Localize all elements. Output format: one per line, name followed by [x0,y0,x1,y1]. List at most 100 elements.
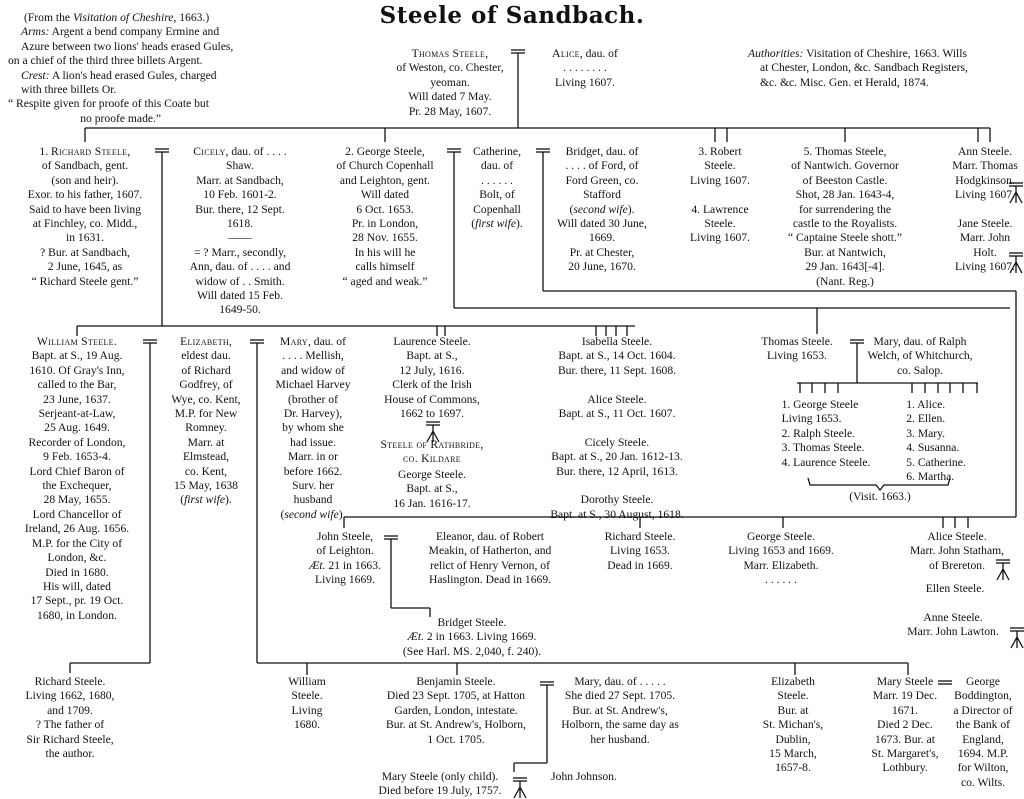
text-line: Bur. there, 12 April, 1613. [556,464,678,478]
text-line: Thomas Steele. [761,335,833,348]
text-segment: second wife [284,507,339,521]
text-line: Romney. [185,421,227,435]
text-segment: ). [225,493,232,507]
text-line: Living 1653. [781,412,842,426]
text-line: Ann, dau. of . . . . and [189,260,291,274]
text-line: 10 Feb. 1601-2. [203,188,277,202]
text-line: Richard Steele. [34,675,106,688]
text-line: Steele. [291,689,323,703]
marriage-symbol-icon [1010,627,1024,632]
marriage-symbol-icon [384,535,398,540]
text-segment: second wife [573,202,628,216]
text-line: co. Salop. [896,363,944,377]
text-line: Shot, 28 Jan. 1643-4, [795,188,895,202]
text-line: His will, dated [43,579,111,593]
text-line: Living 1653 and 1669. [728,544,834,558]
text-line: Will dated [360,188,410,202]
text-line: of Sandbach, gent. [41,159,129,173]
text-line: yeoman. [430,75,470,89]
text-line: Dead in 1669. [607,558,673,572]
text-line: had issue. [290,435,336,449]
text-line: on a chief of the third three billets Ar… [8,54,203,68]
text-line: Bur. there, 12 Sept. [195,202,285,216]
text-line: “ Captaine Steele shott.” [788,231,902,245]
text-segment: first wife [475,217,517,231]
marriage-symbol-icon [1009,252,1023,257]
text-line: Marr. at [187,435,225,449]
issue-symbol-icon [1009,256,1023,274]
text-line: Bur. at Nantwich, [804,245,886,259]
text-line: Crest: A lion's head erased Gules, charg… [8,69,233,83]
text-line: Æt. 21 in 1663. [309,559,381,573]
text-line: John Johnson. [551,770,617,783]
text-line: Living 1607. [955,188,1015,202]
marriage-symbol-icon [250,339,264,344]
text-line: House of Commons, [384,392,480,406]
text-line: M.P. for the City of [31,536,123,550]
text-line: Godfrey, of [179,378,233,392]
person-george-1653: George Steele. Living 1653 and 1669. Marr.… [728,530,834,588]
text-line: Died in 1680. [45,565,109,579]
text-segment: ( [180,493,185,507]
text-line: and 1709. [47,703,93,717]
text-line: 1671. [891,703,919,717]
text-segment: (From the [24,11,73,24]
text-line: Bur. at St. Andrew's, Holborn, [386,718,526,732]
text-segment: , [228,335,232,348]
text-line: 1. George Steele [781,398,859,411]
text-line: before 1662. [283,464,343,478]
text-line: “ aged and weak.” [342,274,428,288]
text-line: Mary, dau. of [275,335,350,349]
text-line: Mary, dau. of . . . . . [574,675,666,688]
text-line: Marr. John [959,231,1011,245]
text-line: called to the Bar, [37,378,117,392]
text-line: 4. Susanna. [906,441,960,455]
text-line: (From the Visitation of Cheshire, 1663.) [8,11,233,25]
page-title: Steele of Sandbach. [379,2,645,29]
text-segment: Æt. [407,630,425,644]
text-line: 6. Martha. [906,470,955,484]
text-line: Mary Steele [876,675,934,688]
marriage-symbol-icon [143,339,157,344]
text-line: Holborn, the same day as [561,718,679,732]
text-line: Anne Steele. [923,611,983,624]
text-line: Marr. in or [288,450,338,464]
text-line: Died 23 Sept. 1705, at Hatton [386,689,526,703]
text-line: St. Michan's, [762,718,824,732]
text-line: 23 June, 1637. [43,392,111,406]
text-line: 15 March, [769,747,817,761]
text-segment: Thomas Steele, [411,47,489,60]
text-line: Mary Steele (only child). [381,770,499,783]
text-line: In his will he [354,245,416,259]
text-line: “ Richard Steele gent.” [31,274,139,288]
text-line: Bapt. at S., 14 Oct. 1604. [558,349,676,363]
text-line: Bapt. at S., 20 Jan. 1612-13. [551,450,683,464]
issue-symbol-icon [996,563,1010,581]
text-line: Living [291,703,323,717]
text-line: 1618. [226,217,254,231]
text-line: Living 1653. [610,544,670,558]
text-line: Died 2 Dec. [877,718,933,732]
person-john-johnson: John Johnson. [551,770,617,784]
text-segment: Authorities: [748,47,804,60]
text-line: Richard Steele. [604,530,676,543]
text-line: of Beeston Castle. [802,173,888,187]
text-segment: Richard Steele, [51,145,131,158]
text-line: 2 June, 1645, as [47,260,123,274]
text-line: 4. Lawrence [691,202,749,216]
text-segment: 2 in 1663. Living 1669. [424,630,537,644]
text-line: co. Wilts. [960,775,1006,789]
text-line: Will dated 15 Feb. [197,289,283,303]
text-segment: Arms: [21,25,50,39]
text-line: Thomas Steele, [396,47,503,61]
text-line: Elizabeth, [171,335,240,349]
text-line: William Steele. [25,335,129,349]
text-segment: A lion's head erased Gules, charged [49,68,217,82]
text-line: ? Bur. at Sandbach, [40,245,130,259]
text-segment: ( [569,202,574,216]
text-line: Alice Steele. [587,392,647,406]
text-line: Dr. Harvey), [283,407,343,421]
text-line: Michael Harvey [275,378,351,392]
marriage-symbol-icon [996,559,1010,564]
person-george-1616: George Steele. Bapt. at S., 16 Jan. 1616-1… [393,468,470,511]
